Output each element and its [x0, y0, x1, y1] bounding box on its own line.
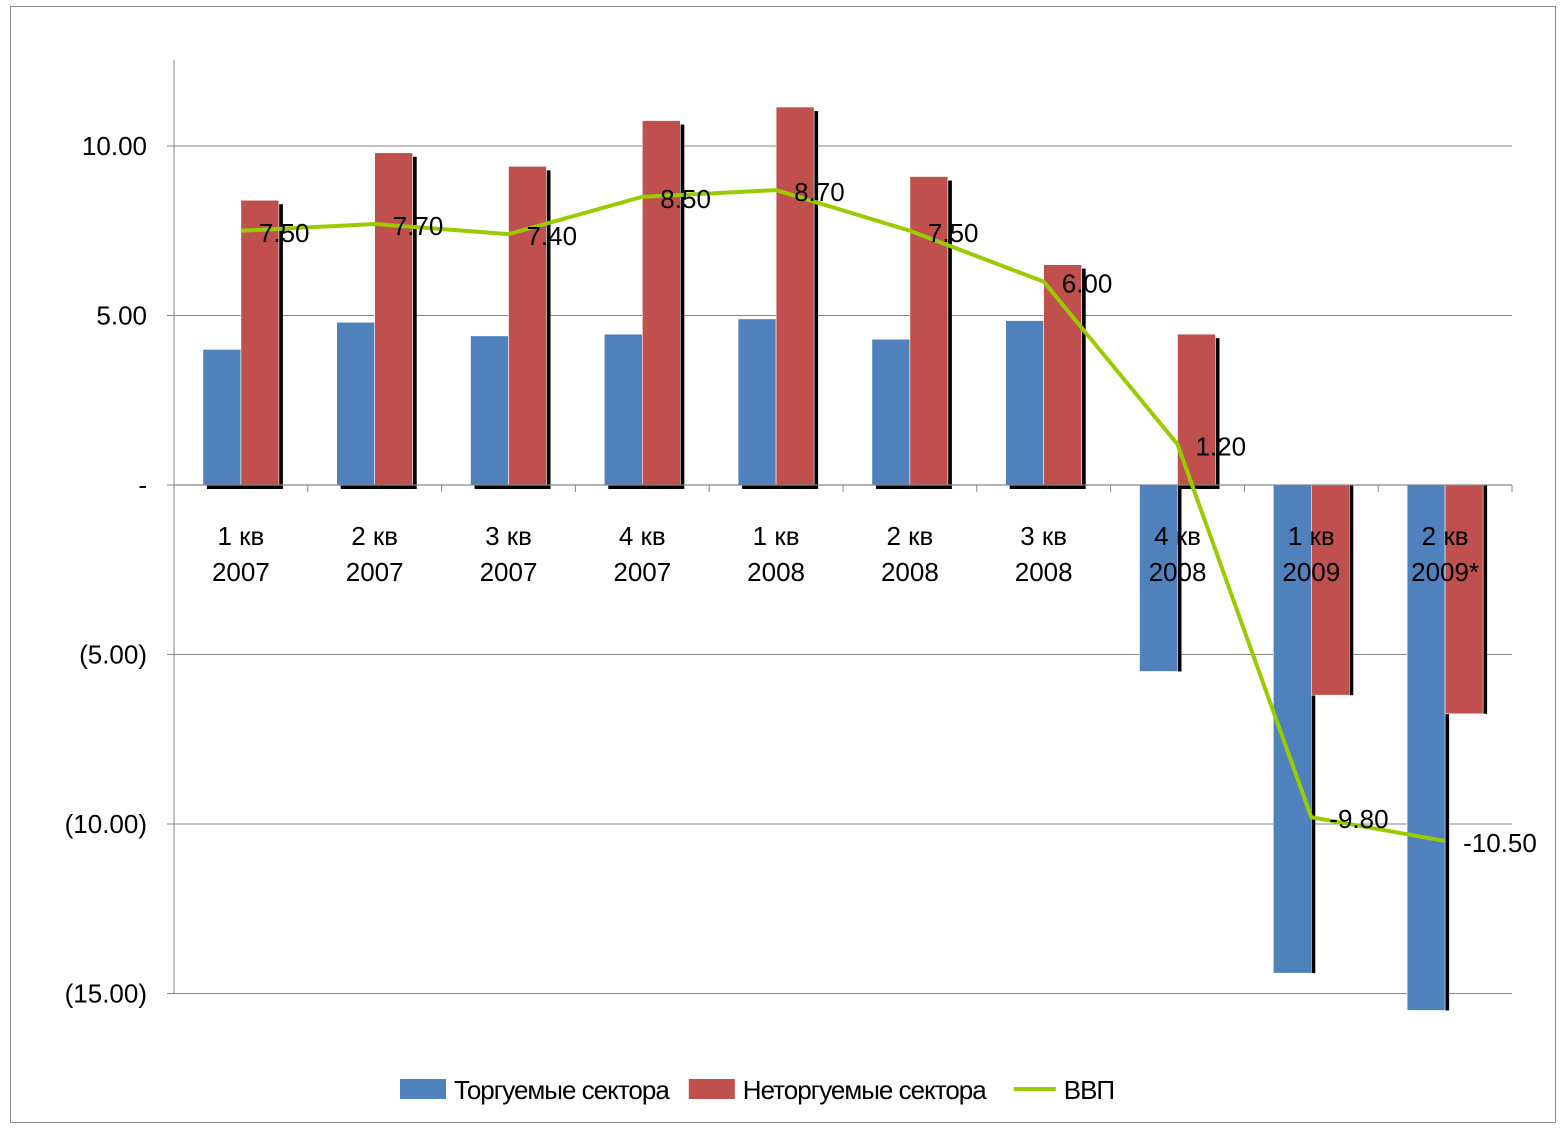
bar-tradable — [1406, 484, 1446, 1011]
data-labels: 7.50 7.70 7.40 8.50 8.70 7.50 6.00 1.20 -9.80 -10… — [259, 177, 1537, 858]
bar-nontradable — [1043, 264, 1082, 486]
bar-tradable — [470, 335, 509, 486]
y-tick-label: (5.00) — [79, 640, 147, 670]
gdp-line-path — [240, 188, 1446, 843]
bar-nontradable — [240, 199, 280, 486]
y-tick-label: - — [138, 470, 147, 500]
bar-nontradable — [374, 152, 414, 486]
legend-label: Неторгуемые сектора — [743, 1075, 987, 1105]
bar-tradable — [1139, 484, 1178, 672]
gdp-data-label: 7.40 — [527, 221, 578, 251]
x-tick-label: 3 кв 2007 — [480, 521, 538, 587]
gdp-data-label: 8.50 — [660, 184, 711, 214]
x-tick-label: 4 кв 2007 — [613, 521, 671, 587]
gdp-data-label: -9.80 — [1329, 804, 1388, 834]
y-tick-label: 5.00 — [96, 301, 147, 331]
x-tick-label: 2 кв 2008 — [881, 521, 939, 587]
gdp-data-label: 8.70 — [794, 177, 845, 207]
gdp-data-label: 7.50 — [259, 218, 310, 248]
bar-nontradable — [775, 106, 815, 486]
y-tick-label: (15.00) — [65, 979, 147, 1009]
bar-tradable — [737, 318, 777, 486]
x-tick-label: 1 кв 2007 — [212, 521, 270, 587]
axes — [167, 60, 1513, 994]
bar-tradable — [202, 349, 242, 486]
bar-nontradable — [1444, 484, 1484, 715]
x-tick-label: 2 кв 2007 — [346, 521, 404, 587]
x-tick-label: 1 кв 2008 — [747, 521, 805, 587]
legend-swatch — [688, 1079, 735, 1099]
gdp-data-label: 6.00 — [1062, 269, 1113, 299]
bar-nontradable — [909, 176, 949, 486]
gdp-data-label: 7.70 — [393, 211, 444, 241]
gdp-data-label: 1.20 — [1196, 431, 1247, 461]
gdp-line — [240, 188, 1446, 843]
bar-tradable — [603, 333, 643, 486]
bar-tradable — [336, 321, 376, 486]
y-tick-label: (10.00) — [65, 809, 147, 839]
bar-tradable — [871, 338, 911, 486]
bar-nontradable — [641, 120, 681, 486]
legend: Торгуемые сектора Неторгуемые сектора ВВП — [400, 1075, 1115, 1105]
y-axis-labels: 10.00 5.00 - (5.00) (10.00) (15.00) — [65, 131, 147, 1009]
bar-nontradable — [1311, 484, 1350, 696]
gdp-data-label: 7.50 — [928, 218, 979, 248]
legend-label: Торгуемые сектора — [454, 1075, 670, 1105]
x-tick-label: 4 кв 2008 — [1149, 521, 1207, 587]
bar-tradable — [1005, 320, 1045, 486]
y-tick-label: 10.00 — [82, 131, 147, 161]
x-tick-label: 1 кв 2009 — [1282, 521, 1340, 587]
x-tick-label: 3 кв 2008 — [1015, 521, 1073, 587]
gdp-data-label: -10.50 — [1463, 828, 1537, 858]
legend-label: ВВП — [1064, 1075, 1114, 1105]
x-axis-labels: 1 кв 2007 2 кв 2007 3 кв 2007 4 кв 2007 1 кв 2008… — [212, 521, 1479, 587]
legend-swatch — [400, 1079, 446, 1099]
bar-nontradable — [508, 166, 547, 486]
x-tick-label: 2 кв 2009* — [1411, 521, 1479, 587]
